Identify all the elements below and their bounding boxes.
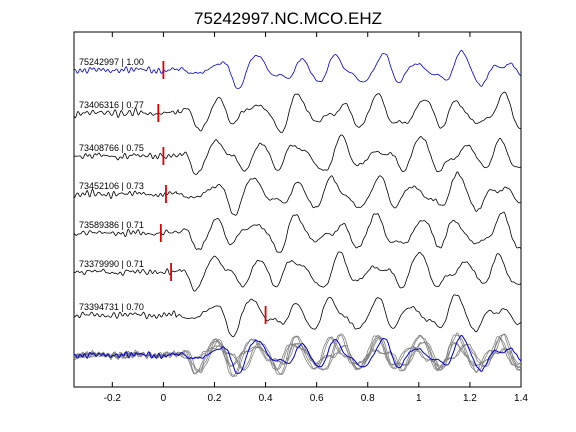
- trace-label-4: 73589386 | 0.71: [79, 220, 144, 230]
- trace-line-5: [73, 251, 522, 292]
- x-axis: -0.2 0 0.2 0.4 0.6 0.8 1 1.2 1.4: [104, 32, 528, 404]
- trace-line-2: [73, 134, 522, 175]
- trace-0: 75242997 | 1.00: [73, 50, 522, 89]
- trace-line-1: [73, 91, 522, 134]
- trace-label-6: 73394731 | 0.70: [79, 302, 144, 312]
- chart-title: 75242997.NC.MCO.EHZ: [194, 9, 382, 28]
- trace-label-2: 73408766 | 0.75: [79, 143, 144, 153]
- trace-4: 73589386 | 0.71: [73, 211, 522, 253]
- x-tick-label-5: 0.8: [361, 393, 375, 404]
- x-tick-label-8: 1.4: [514, 393, 528, 404]
- trace-6: 73394731 | 0.70: [73, 294, 522, 338]
- trace-line-3: [73, 171, 522, 216]
- x-tick-label-7: 1.2: [463, 393, 477, 404]
- trace-label-3: 73452106 | 0.73: [79, 181, 144, 191]
- x-tick-label-1: 0: [161, 393, 167, 404]
- trace-label-5: 73379990 | 0.71: [79, 259, 144, 269]
- trace-line-6: [73, 294, 522, 338]
- x-tick-label-3: 0.4: [259, 393, 273, 404]
- x-tick-label-4: 0.6: [310, 393, 324, 404]
- x-tick-label-6: 1: [416, 393, 422, 404]
- stack-line-0: [73, 334, 522, 374]
- trace-3: 73452106 | 0.73: [73, 171, 522, 216]
- trace-line-4: [73, 211, 522, 253]
- trace-1: 73406316 | 0.77: [73, 91, 522, 134]
- x-tick-label-0: -0.2: [104, 393, 122, 404]
- trace-2: 73408766 | 0.75: [73, 134, 522, 175]
- plot-frame: [73, 31, 522, 388]
- stack-layer: [73, 332, 522, 378]
- traces-layer: 75242997 | 1.00 73406316 | 0.77 73408766 |…: [73, 50, 522, 338]
- trace-5: 73379990 | 0.71: [73, 251, 522, 292]
- trace-label-0: 75242997 | 1.00: [79, 57, 144, 67]
- x-tick-label-2: 0.2: [208, 393, 222, 404]
- trace-line-0: [73, 50, 522, 89]
- stack-line-1: [73, 333, 522, 376]
- trace-label-1: 73406316 | 0.77: [79, 100, 144, 110]
